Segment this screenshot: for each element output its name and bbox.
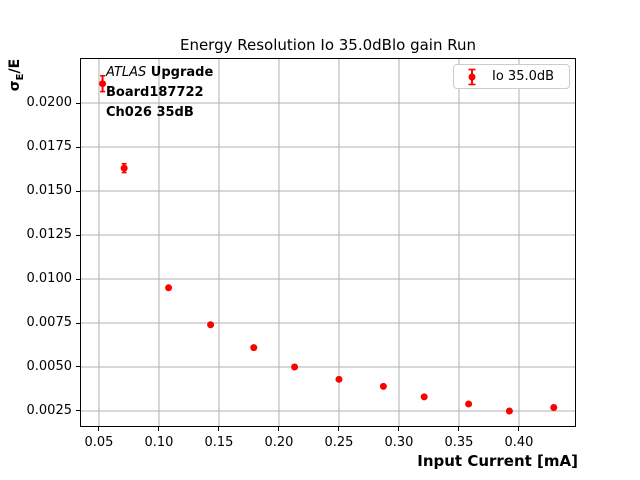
y-tick-label: 0.0050 [26,358,73,374]
legend-label: Io 35.0dB [492,69,555,84]
errorbar-marker-icon [468,68,476,85]
y-tick-mark [76,366,80,368]
ylabel-rest: /E [7,58,23,74]
x-tick-mark [98,427,100,431]
annotation-upgrade: Upgrade [146,65,214,80]
y-tick-label: 0.0125 [26,227,73,243]
x-tick-mark [338,427,340,431]
plot-area: ATLAS Upgrade Board187722 Ch026 35dB Io … [80,58,576,427]
data-point [250,344,258,352]
x-tick-mark [158,427,160,431]
data-point [420,393,428,401]
x-tick-mark [218,427,220,431]
x-tick-mark [278,427,280,431]
y-tick-mark [76,146,80,148]
x-tick-label: 0.05 [84,435,114,450]
x-tick-label: 0.15 [204,435,234,450]
annotation: ATLAS Upgrade Board187722 Ch026 35dB [106,63,213,123]
x-tick-label: 0.20 [264,435,294,450]
y-tick-label: 0.0100 [26,271,73,286]
x-tick-label: 0.30 [384,435,414,450]
ylabel-sigma: σ [7,80,23,92]
data-point [120,164,128,172]
x-tick-mark [398,427,400,431]
data-point [99,80,107,88]
y-tick-label: 0.0075 [26,315,73,330]
axes-spines [80,58,576,427]
annotation-line-1: ATLAS Upgrade [106,63,213,83]
y-tick-label: 0.0175 [26,139,73,155]
x-axis-label: Input Current [mA] [417,452,578,470]
y-tick-mark [76,322,80,324]
data-point [207,321,215,329]
annotation-atlas: ATLAS [106,65,147,80]
x-tick-label: 0.25 [324,435,354,450]
legend: Io 35.0dB [453,64,570,89]
data-point [165,284,173,292]
y-tick-mark [76,102,80,104]
y-tick-label: 0.0200 [26,95,73,111]
plot-canvas [80,58,576,427]
y-tick-mark [76,234,80,236]
x-tick-label: 0.10 [144,435,174,450]
y-tick-label: 0.0025 [26,402,73,418]
y-tick-mark [76,278,80,280]
data-point [550,403,558,411]
annotation-line-3: Ch026 35dB [106,105,194,120]
y-tick-label: 0.0150 [26,183,73,199]
data-point [465,400,473,408]
x-tick-mark [518,427,520,431]
y-tick-mark [76,410,80,412]
chart-title: Energy Resolution Io 35.0dBlo gain Run [179,36,477,54]
data-point [335,375,343,383]
data-point [291,363,299,371]
x-tick-label: 0.40 [504,435,534,450]
annotation-line-2: Board187722 [106,85,204,100]
x-tick-label: 0.35 [444,435,474,450]
data-point [505,407,513,415]
x-tick-mark [458,427,460,431]
ylabel-subscript: E [14,73,26,81]
data-point [379,382,387,390]
y-tick-mark [76,190,80,192]
